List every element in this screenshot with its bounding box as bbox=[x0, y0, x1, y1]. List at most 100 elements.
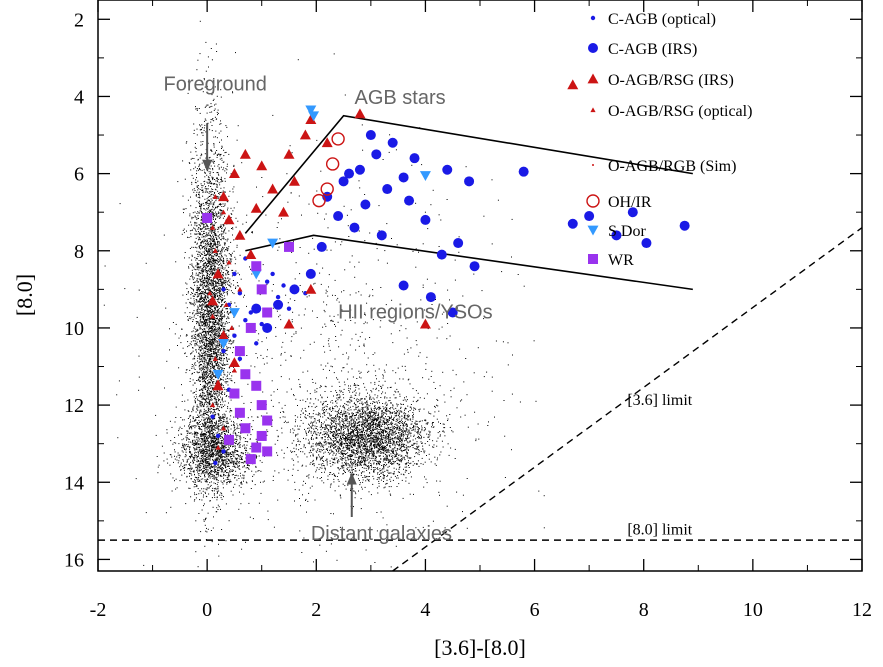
series-3-point-7 bbox=[215, 379, 221, 385]
series-3-point-14 bbox=[229, 325, 235, 331]
series-7-point-8 bbox=[229, 388, 240, 399]
series-2-point-23 bbox=[567, 79, 579, 90]
x-tick-label-2: 2 bbox=[311, 599, 321, 621]
series-1-point-22 bbox=[316, 241, 327, 252]
series-2-point-0 bbox=[218, 191, 230, 202]
series-1-point-7 bbox=[398, 172, 409, 183]
series-7-point-5 bbox=[245, 322, 256, 333]
legend-marker-2 bbox=[587, 73, 599, 84]
series-2-point-20 bbox=[245, 249, 257, 260]
series-2-point-10 bbox=[305, 114, 317, 125]
y-tick-label-2: 6 bbox=[74, 164, 84, 186]
series-1 bbox=[251, 130, 690, 333]
series-1-point-34 bbox=[627, 207, 638, 218]
series-2-point-14 bbox=[207, 295, 219, 306]
cloud-field bbox=[103, 53, 545, 568]
series-2-point-3 bbox=[256, 160, 268, 171]
series-2-point-21 bbox=[305, 283, 317, 294]
series-1-point-20 bbox=[425, 292, 436, 303]
series-1-point-27 bbox=[251, 303, 262, 314]
series-7-point-13 bbox=[256, 430, 267, 441]
annotation-2: HII regions/YSOs bbox=[338, 301, 493, 323]
series-2-point-4 bbox=[267, 183, 279, 194]
series-1-point-31 bbox=[567, 218, 578, 229]
series-7-point-1 bbox=[284, 241, 294, 252]
x-axis-label: [3.6]-[8.0] bbox=[434, 635, 526, 660]
series-7-point-10 bbox=[256, 400, 267, 411]
agb-region-line-1 bbox=[245, 234, 693, 291]
series-7 bbox=[202, 212, 294, 465]
agb-region-boundaries bbox=[244, 114, 693, 291]
annotation-5: [8.0] limit bbox=[627, 521, 692, 538]
series-3-point-11 bbox=[223, 302, 229, 307]
series-1-point-13 bbox=[349, 222, 360, 233]
detection-limit-lines bbox=[98, 227, 863, 572]
series-0-point-21 bbox=[270, 271, 275, 277]
series-0 bbox=[210, 256, 308, 466]
series-1-point-28 bbox=[344, 168, 355, 179]
legend-label-1: C-AGB (IRS) bbox=[608, 41, 697, 58]
series-7-point-17 bbox=[234, 407, 245, 418]
y-tick-label-0: 2 bbox=[74, 9, 84, 31]
annotation-1: AGB stars bbox=[354, 87, 445, 109]
series-1-point-24 bbox=[289, 284, 300, 295]
series-3-point-4 bbox=[210, 313, 216, 319]
series-3-point-0 bbox=[210, 225, 216, 230]
agb-region-line-0 bbox=[244, 114, 693, 234]
series-1-point-1 bbox=[338, 176, 349, 187]
series-0-point-18 bbox=[237, 356, 243, 362]
series-6-point-5 bbox=[228, 308, 240, 319]
series-2 bbox=[207, 79, 579, 391]
series-1-point-5 bbox=[360, 199, 371, 210]
series-1-point-3 bbox=[371, 149, 382, 160]
series-0-point-22 bbox=[243, 318, 248, 323]
series-1-point-6 bbox=[382, 184, 393, 195]
series-5-point-2 bbox=[312, 193, 326, 208]
series-2-point-18 bbox=[288, 175, 300, 186]
background-point-clouds bbox=[103, 20, 545, 568]
series-6-point-1 bbox=[308, 111, 320, 122]
series-1-point-32 bbox=[584, 211, 595, 222]
series-2-point-16 bbox=[228, 357, 240, 368]
series-0-point-15 bbox=[215, 433, 221, 439]
series-7-point-16 bbox=[251, 442, 262, 453]
series-2-point-6 bbox=[234, 229, 246, 240]
series-0-point-0 bbox=[221, 287, 226, 292]
series-3-point-3 bbox=[207, 290, 213, 296]
series-7-point-7 bbox=[240, 369, 251, 380]
series-1-point-10 bbox=[409, 153, 420, 164]
series-7-point-15 bbox=[245, 454, 256, 465]
series-2-point-17 bbox=[212, 380, 224, 391]
series-1-point-26 bbox=[262, 322, 273, 333]
annotation-arrows bbox=[202, 123, 357, 517]
series-6-point-6 bbox=[218, 338, 230, 349]
legend-marker-5 bbox=[586, 194, 600, 208]
series-1-point-11 bbox=[442, 164, 453, 175]
series-1-point-33 bbox=[611, 230, 622, 241]
legend-label-6: S Dor bbox=[608, 223, 646, 240]
legend-marker-6 bbox=[587, 225, 599, 236]
series-2-point-1 bbox=[228, 168, 240, 179]
series-0-point-14 bbox=[210, 414, 215, 419]
series-2-point-8 bbox=[283, 148, 295, 159]
x-tick-label-3: 4 bbox=[420, 599, 430, 621]
cloud-distant-galaxies bbox=[263, 369, 495, 528]
series-2-point-19 bbox=[278, 206, 290, 217]
series-7-point-3 bbox=[256, 284, 267, 295]
series-7-point-14 bbox=[262, 446, 273, 457]
series-3-point-10 bbox=[215, 444, 221, 450]
scatter-series bbox=[202, 79, 690, 466]
series-1-point-2 bbox=[354, 164, 365, 175]
series-3-point-2 bbox=[215, 271, 221, 277]
y-axis-label: [8.0] bbox=[12, 274, 37, 316]
series-1-point-29 bbox=[404, 195, 415, 206]
series-1-point-30 bbox=[518, 166, 529, 177]
series-1-point-21 bbox=[447, 307, 458, 318]
series-2-point-12 bbox=[354, 108, 366, 119]
series-2-point-2 bbox=[239, 148, 251, 159]
y-tick-label-5: 12 bbox=[64, 395, 84, 417]
series-3-point-6 bbox=[212, 356, 218, 361]
series-1-point-4 bbox=[333, 211, 344, 222]
series-5-point-3 bbox=[320, 182, 334, 196]
x-tick-label-1: 0 bbox=[202, 599, 212, 621]
